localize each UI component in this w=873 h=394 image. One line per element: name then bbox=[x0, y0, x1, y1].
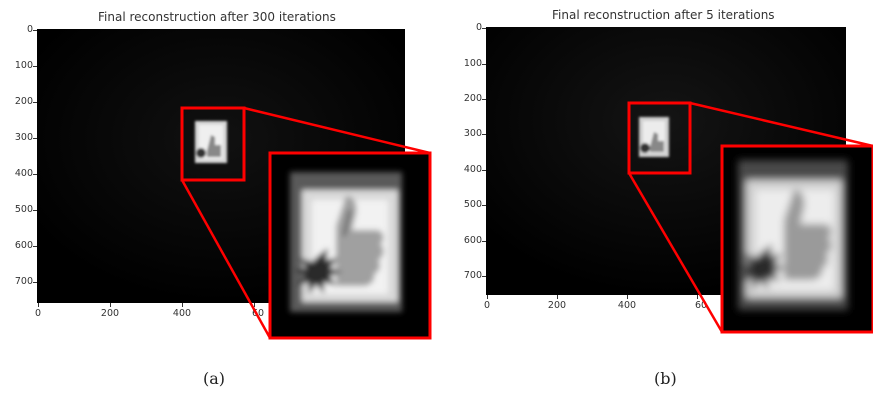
figure-b: Final reconstruction after 5 iterations … bbox=[440, 0, 873, 394]
thumbs-up-icon bbox=[738, 160, 848, 310]
figure-b-xtick: 60 bbox=[694, 300, 708, 311]
figure-a-xtick: 200 bbox=[100, 308, 120, 319]
figure-a-xtick: 60 bbox=[251, 308, 265, 319]
figure-b-ytick: 0 bbox=[475, 22, 482, 33]
thumbs-up-icon bbox=[639, 117, 669, 157]
figure-a-selection-box bbox=[180, 106, 246, 182]
figure-a-zoom-overlay bbox=[180, 106, 432, 340]
figure-a-title: Final reconstruction after 300 iteration… bbox=[98, 10, 336, 24]
figure-a-xtick: 400 bbox=[172, 308, 192, 319]
figure-b-ytick: 400 bbox=[463, 164, 482, 175]
figure-b-xtick: 200 bbox=[547, 300, 567, 311]
figure-b-ytick: 700 bbox=[463, 270, 482, 281]
figure-b-ytick: 300 bbox=[463, 128, 482, 139]
figure-a-ytick: 700 bbox=[14, 276, 33, 287]
thumbs-up-icon bbox=[195, 121, 227, 163]
figure-b-xtick: 400 bbox=[617, 300, 637, 311]
thumbs-up-icon bbox=[290, 172, 402, 312]
figure-b-zoom-overlay bbox=[627, 101, 873, 334]
figure-a-ytick: 100 bbox=[14, 60, 33, 71]
figure-a-ytick: 400 bbox=[14, 168, 33, 179]
figure-b-ytick: 500 bbox=[463, 199, 482, 210]
figure-a-ytick: 200 bbox=[14, 96, 33, 107]
figure-b-caption: (b) bbox=[654, 369, 677, 388]
figure-b-selection-box bbox=[627, 101, 692, 175]
figure-a: Final reconstruction after 300 iteration… bbox=[14, 10, 432, 388]
figure-a-zoom-inset bbox=[268, 151, 432, 340]
figure-a-xtick: 0 bbox=[34, 308, 42, 319]
figure-a-reconstruction bbox=[37, 29, 405, 303]
figure-a-caption: (a) bbox=[203, 369, 226, 388]
figure-a-ytick: 0 bbox=[26, 24, 33, 35]
figure-a-ytick: 300 bbox=[14, 132, 33, 143]
figure-b-ytick: 200 bbox=[463, 93, 482, 104]
figure-b-ytick: 100 bbox=[463, 58, 482, 69]
figure-a-ytick: 600 bbox=[14, 240, 33, 251]
figure-b-ytick: 600 bbox=[463, 235, 482, 246]
figure-b-title: Final reconstruction after 5 iterations bbox=[552, 8, 775, 22]
figure-b-xtick: 0 bbox=[483, 300, 491, 311]
figure-b-zoom-inset bbox=[720, 144, 873, 334]
figure-a-ytick: 500 bbox=[14, 204, 33, 215]
